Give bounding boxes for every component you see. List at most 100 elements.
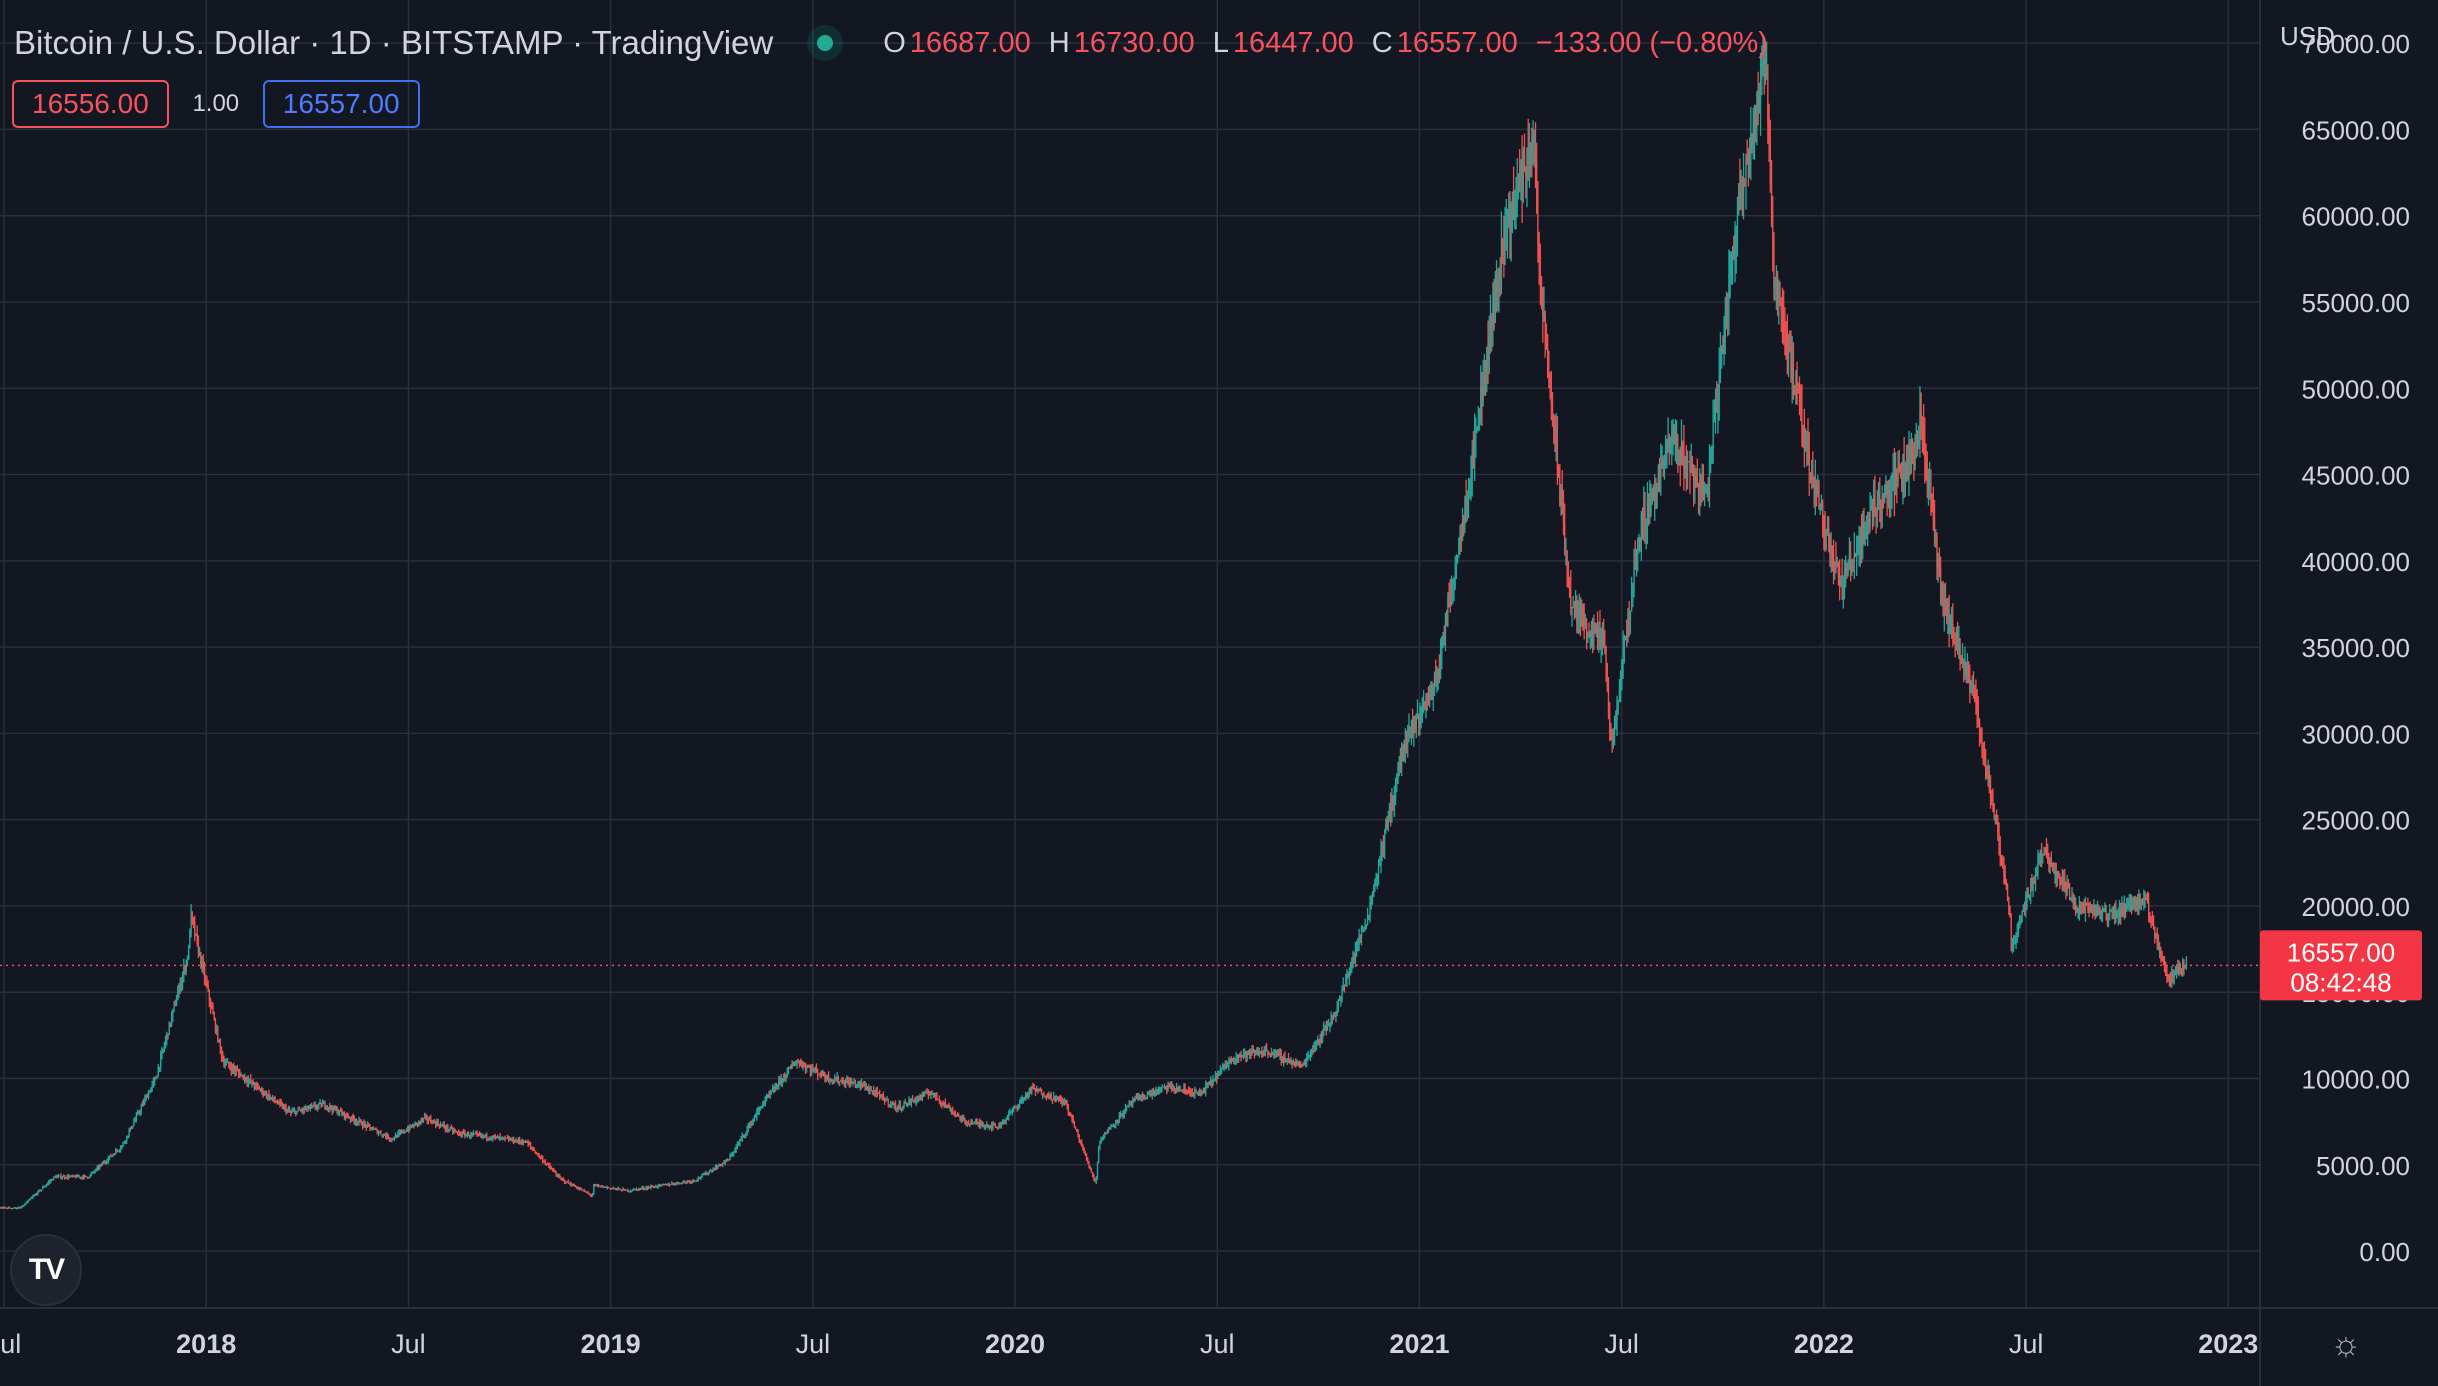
candle-body: [17, 1207, 19, 1209]
candle-body: [583, 1190, 585, 1192]
candle-body: [915, 1099, 917, 1102]
candle-body: [793, 1065, 796, 1067]
candle-body: [2043, 849, 2045, 854]
candle-body: [879, 1093, 881, 1097]
price-axis[interactable]: 0.005000.0010000.0015000.0020000.0025000…: [2302, 29, 2410, 1267]
candle-body: [284, 1106, 286, 1108]
candle-body: [1240, 1054, 1242, 1056]
candle-body: [1719, 354, 1722, 375]
candle-body: [1255, 1052, 1257, 1055]
candle-body: [967, 1121, 970, 1124]
candle-body: [152, 1080, 154, 1084]
candle-body: [927, 1093, 929, 1095]
candle-body: [219, 1039, 221, 1048]
candle-body: [1916, 433, 1919, 447]
candle-body: [802, 1064, 804, 1068]
candle-body: [936, 1095, 938, 1100]
candle-body: [76, 1175, 78, 1178]
candle-body: [521, 1141, 523, 1144]
symbol-title[interactable]: Bitcoin / U.S. Dollar · 1D · BITSTAMP · …: [14, 24, 774, 61]
candle-body: [1144, 1096, 1146, 1099]
candle-body: [1895, 472, 1897, 495]
candle-body: [20, 1207, 22, 1209]
candle-body: [1239, 1054, 1241, 1058]
candle-body: [515, 1140, 517, 1143]
candle-body: [775, 1087, 777, 1089]
candle-body: [1168, 1086, 1170, 1088]
candle-body: [1680, 443, 1683, 464]
candle-body: [403, 1130, 405, 1133]
candle-body: [532, 1148, 534, 1150]
candle-body: [768, 1094, 770, 1096]
tradingview-logo-icon[interactable]: TV: [10, 1234, 82, 1306]
candle-body: [722, 1162, 724, 1166]
candle-body: [1781, 316, 1784, 318]
candle-body: [1671, 432, 1673, 446]
candle-body: [1370, 901, 1372, 904]
candle-body: [1437, 668, 1439, 678]
candle-body: [1786, 341, 1788, 358]
market-status-icon[interactable]: [807, 25, 844, 61]
candle-body: [1269, 1053, 1271, 1055]
candle-body: [236, 1069, 238, 1071]
candle-body: [1037, 1089, 1039, 1092]
candle-body: [767, 1094, 769, 1098]
candle-body: [1167, 1086, 1169, 1090]
candle-body: [233, 1066, 235, 1070]
candle-body: [117, 1150, 119, 1152]
candle-body: [778, 1080, 780, 1087]
candle-body: [542, 1157, 544, 1162]
candle-body: [2104, 908, 2106, 911]
y-tick-label: 60000.00: [2302, 202, 2410, 232]
candle-body: [1966, 670, 1968, 676]
high-key: H: [1048, 26, 1070, 59]
candle-body: [1132, 1100, 1134, 1104]
candle-body: [2019, 922, 2021, 928]
candle-body: [1582, 609, 1584, 615]
candle-body: [1435, 675, 1437, 683]
candle-body: [2088, 906, 2090, 908]
candle-body: [2076, 910, 2078, 912]
candle-body: [460, 1134, 462, 1136]
candle-body: [1033, 1087, 1035, 1090]
buy-button[interactable]: 16557.00: [262, 80, 420, 128]
candle-body: [39, 1190, 41, 1192]
candle-body: [1195, 1091, 1197, 1093]
candle-body: [665, 1184, 667, 1186]
candle-body: [1359, 936, 1361, 939]
candle-body: [373, 1128, 375, 1130]
candle-body: [1090, 1169, 1093, 1173]
candle-body: [1073, 1122, 1075, 1128]
candle-body: [815, 1068, 818, 1071]
candle-body: [1064, 1100, 1066, 1103]
candle-body: [1453, 577, 1455, 586]
candle-body: [211, 1007, 213, 1009]
candle-body: [1043, 1094, 1045, 1097]
candle-body: [320, 1103, 322, 1107]
candle-body: [1950, 620, 1953, 626]
candle-body: [584, 1190, 586, 1193]
candle-body: [2131, 904, 2133, 910]
candle-body: [383, 1134, 386, 1136]
candle-body: [847, 1080, 849, 1082]
candle-body: [1253, 1052, 1256, 1055]
candle-body: [121, 1145, 123, 1149]
sell-button[interactable]: 16556.00: [12, 80, 169, 128]
candle-body: [466, 1133, 468, 1135]
candle-body: [2103, 910, 2105, 912]
candle-body: [888, 1104, 891, 1106]
candle-body: [886, 1099, 888, 1101]
candle-body: [599, 1185, 601, 1187]
time-axis[interactable]: Jul2018Jul2019Jul2020Jul2021Jul2022Jul20…: [0, 1329, 2258, 1359]
settings-sun-icon[interactable]: ☼: [2330, 1324, 2362, 1363]
candle-body: [1487, 346, 1489, 362]
currency-selector[interactable]: USD ⌄: [2280, 18, 2356, 54]
candle-body: [1739, 186, 1741, 195]
candle-body: [831, 1079, 833, 1082]
candle-body: [550, 1167, 552, 1170]
candle-body: [640, 1188, 642, 1190]
candle-body: [1236, 1054, 1239, 1058]
candle-body: [209, 1000, 212, 1008]
